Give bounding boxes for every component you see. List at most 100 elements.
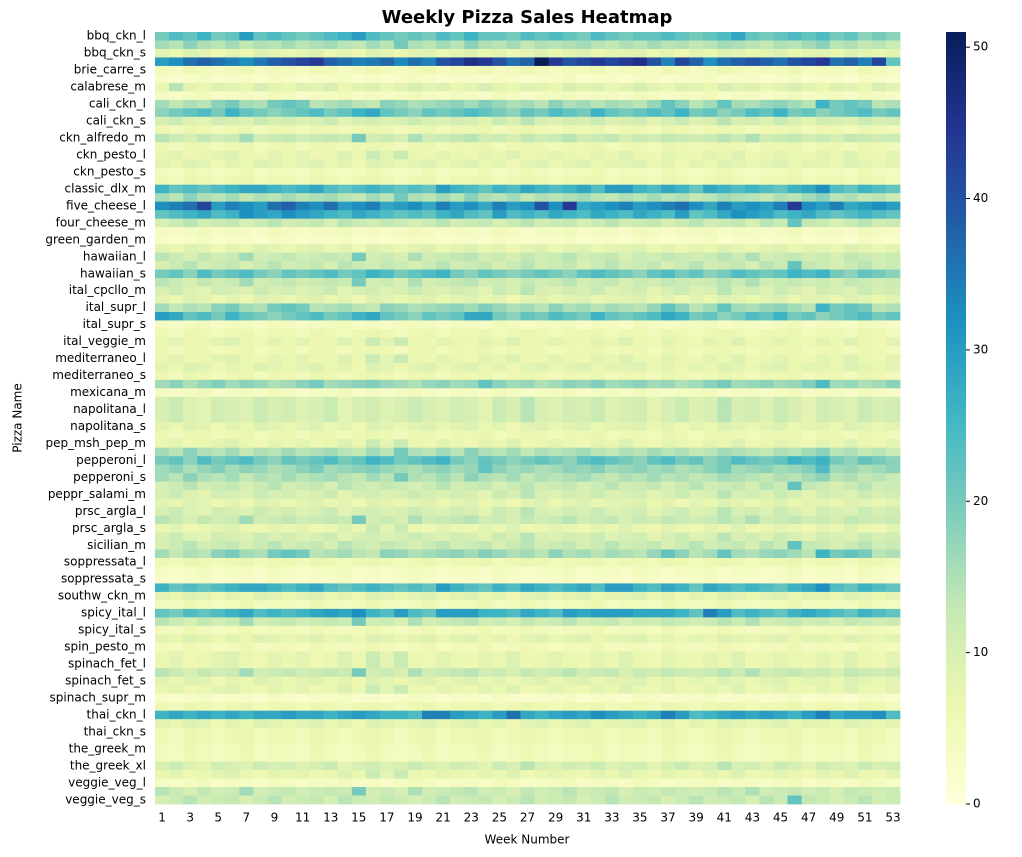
cell — [478, 515, 493, 525]
cell — [506, 133, 521, 143]
cell — [450, 74, 465, 84]
cell — [829, 600, 845, 610]
cell — [618, 40, 634, 50]
cell — [661, 787, 676, 796]
cell — [211, 473, 226, 483]
cell — [225, 702, 240, 712]
cell — [281, 311, 296, 321]
cell — [408, 99, 423, 109]
cell — [703, 710, 718, 720]
cell — [703, 625, 718, 635]
cell — [717, 261, 732, 270]
cell — [520, 286, 535, 296]
cell — [225, 642, 240, 652]
cell — [295, 227, 311, 237]
cell — [534, 753, 549, 762]
cell — [197, 40, 212, 50]
cell — [745, 108, 760, 118]
cell — [661, 311, 676, 321]
cell — [689, 456, 704, 466]
cell — [618, 719, 634, 729]
cell — [871, 116, 887, 126]
cell — [464, 227, 479, 237]
cell — [562, 591, 578, 601]
cell — [253, 507, 268, 516]
cell — [576, 278, 592, 287]
cell — [309, 218, 325, 228]
cell — [478, 447, 493, 457]
cell — [773, 591, 788, 601]
cell — [281, 685, 296, 695]
cell — [759, 218, 774, 228]
cell — [379, 413, 395, 423]
cell — [520, 65, 535, 75]
cell — [871, 710, 887, 720]
cell — [731, 541, 746, 550]
cell — [422, 201, 437, 211]
cell — [885, 498, 901, 508]
cell — [773, 524, 788, 533]
cell — [492, 439, 507, 449]
cell — [422, 354, 437, 364]
cell — [815, 91, 831, 101]
cell — [885, 108, 901, 118]
cell — [885, 210, 901, 220]
cell — [225, 744, 240, 754]
cell — [590, 566, 606, 576]
cell — [239, 388, 254, 398]
cell — [422, 557, 437, 567]
cell — [562, 379, 578, 389]
cell — [337, 125, 353, 135]
cell — [267, 481, 282, 491]
cell — [815, 74, 831, 84]
cell — [815, 634, 831, 644]
cell — [295, 770, 311, 779]
cell — [661, 727, 676, 737]
cell — [253, 294, 268, 304]
cell — [689, 286, 704, 296]
cell — [703, 328, 718, 338]
cell — [225, 778, 240, 788]
cell — [604, 227, 620, 237]
cell — [253, 244, 268, 253]
cell — [801, 507, 817, 516]
cell — [773, 422, 788, 432]
cell — [759, 642, 774, 652]
cell — [169, 557, 184, 567]
cell — [309, 303, 325, 313]
cell — [408, 676, 423, 686]
cell — [717, 447, 732, 457]
cell — [211, 388, 226, 398]
cell — [534, 82, 549, 92]
cell — [323, 693, 339, 703]
cell — [450, 201, 465, 211]
cell — [520, 362, 535, 372]
cell — [604, 447, 620, 457]
cell — [211, 150, 226, 160]
cell — [464, 498, 479, 508]
cell — [787, 167, 803, 177]
cell — [618, 541, 634, 550]
cell — [169, 48, 184, 58]
cell — [717, 294, 732, 304]
cell — [309, 210, 325, 220]
cell — [857, 328, 873, 338]
cell — [379, 422, 395, 432]
cell — [562, 328, 578, 338]
cell — [351, 702, 367, 712]
cell — [379, 625, 395, 635]
cell — [661, 210, 676, 220]
cell — [548, 116, 564, 126]
cell — [520, 634, 535, 644]
cell — [506, 65, 521, 75]
cell — [183, 74, 198, 84]
cell — [253, 320, 268, 330]
cell — [253, 456, 268, 466]
cell — [464, 244, 479, 253]
cell — [590, 473, 606, 483]
cell — [309, 557, 325, 567]
cell — [689, 57, 704, 67]
cell — [211, 719, 226, 729]
y-tick-label: prsc_argla_s — [72, 521, 146, 535]
cell — [661, 320, 676, 330]
